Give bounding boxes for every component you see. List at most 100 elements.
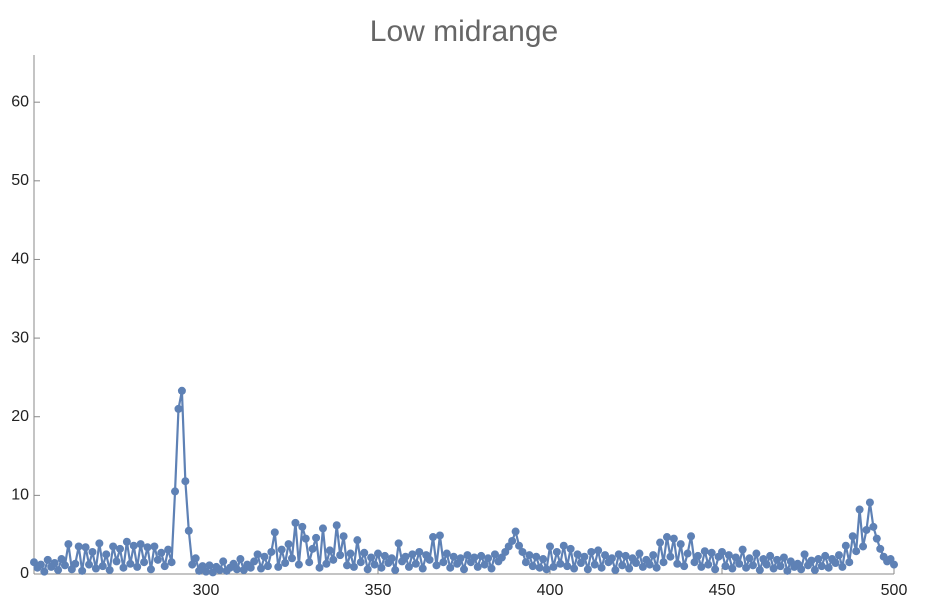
- data-point: [460, 565, 468, 574]
- data-point: [601, 551, 610, 560]
- data-point: [343, 561, 352, 570]
- data-point: [36, 560, 45, 569]
- data-point: [260, 552, 269, 561]
- data-point: [814, 555, 823, 564]
- data-point: [356, 558, 365, 567]
- data-point: [329, 555, 338, 564]
- data-point: [549, 562, 558, 571]
- data-point: [473, 562, 482, 571]
- data-point: [274, 562, 283, 571]
- data-point: [552, 547, 561, 556]
- y-tick-label: 10: [11, 487, 29, 504]
- data-point: [515, 541, 524, 550]
- data-point: [738, 545, 747, 554]
- data-point: [508, 536, 517, 545]
- data-point: [318, 524, 327, 533]
- data-point: [721, 562, 730, 571]
- data-point: [305, 558, 314, 567]
- data-point: [432, 561, 441, 570]
- data-point: [865, 498, 874, 507]
- data-point: [60, 561, 69, 570]
- data-point: [102, 550, 111, 559]
- data-point: [528, 562, 537, 571]
- x-tick-label: 450: [709, 582, 736, 599]
- data-point: [752, 549, 761, 558]
- data-point: [704, 560, 713, 569]
- data-point: [673, 559, 682, 568]
- data-point: [745, 554, 754, 563]
- data-point: [377, 563, 386, 572]
- data-point: [690, 558, 699, 567]
- data-point: [656, 538, 665, 547]
- data-point: [153, 555, 162, 564]
- data-point: [724, 551, 733, 560]
- data-point: [184, 526, 193, 535]
- data-point: [824, 563, 833, 572]
- data-point: [446, 563, 455, 572]
- data-point: [281, 558, 290, 567]
- data-point: [439, 558, 448, 567]
- data-point: [680, 562, 689, 571]
- data-point: [146, 565, 155, 574]
- data-point: [890, 560, 898, 569]
- data-point: [291, 518, 300, 527]
- data-point: [363, 565, 372, 574]
- data-point: [312, 533, 321, 542]
- data-point: [157, 548, 166, 557]
- data-point: [143, 543, 152, 552]
- data-point: [435, 531, 444, 540]
- data-point: [174, 404, 183, 413]
- data-point: [404, 562, 413, 571]
- data-point: [539, 555, 548, 564]
- data-point: [484, 554, 493, 563]
- data-point: [429, 533, 438, 542]
- data-point: [697, 562, 706, 571]
- data-point: [95, 539, 104, 548]
- data-point: [652, 563, 661, 572]
- data-point: [580, 552, 589, 561]
- data-point: [800, 550, 809, 559]
- data-point: [869, 522, 878, 531]
- data-point: [621, 551, 630, 560]
- data-point: [456, 554, 465, 563]
- data-point: [267, 547, 276, 556]
- data-point: [783, 566, 792, 575]
- data-point: [81, 543, 90, 552]
- data-point: [542, 565, 551, 574]
- data-point: [666, 552, 675, 561]
- data-point: [797, 565, 806, 574]
- x-tick-label: 500: [881, 582, 908, 599]
- data-point: [470, 553, 479, 562]
- data-point: [669, 534, 678, 543]
- y-tick-label: 0: [20, 565, 29, 582]
- data-point: [188, 560, 197, 569]
- data-point: [852, 547, 861, 556]
- data-point: [831, 558, 840, 567]
- data-point: [638, 562, 647, 571]
- data-point: [205, 561, 214, 570]
- data-point: [129, 541, 138, 550]
- data-point: [332, 521, 341, 530]
- data-point: [288, 554, 296, 563]
- data-point: [367, 553, 376, 562]
- data-point: [776, 562, 785, 571]
- data-point: [511, 527, 520, 536]
- data-point: [449, 552, 458, 561]
- data-point: [779, 553, 788, 562]
- data-point: [411, 559, 420, 568]
- data-point: [525, 551, 534, 560]
- data-point: [91, 564, 100, 573]
- data-point: [336, 551, 345, 560]
- data-point: [841, 541, 850, 550]
- data-point: [246, 563, 255, 572]
- data-point: [521, 558, 530, 567]
- data-point: [487, 564, 496, 573]
- data-point: [590, 560, 599, 569]
- data-point: [301, 534, 310, 543]
- data-point: [109, 542, 118, 551]
- data-point: [250, 557, 259, 566]
- data-point: [177, 386, 186, 395]
- data-point: [105, 566, 114, 575]
- y-tick-label: 60: [11, 93, 29, 110]
